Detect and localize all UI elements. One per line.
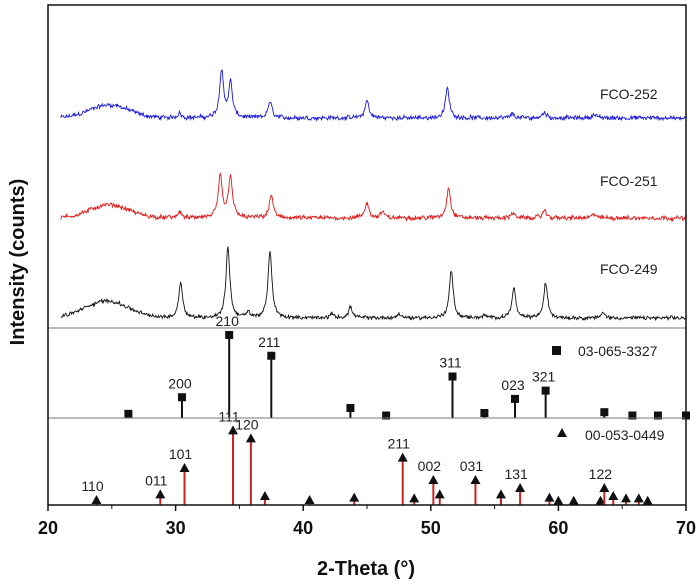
ref2-triangle-marker	[633, 493, 644, 503]
ref2-triangle-marker	[349, 492, 360, 502]
ref2-hkl-label: 122	[589, 466, 613, 482]
ref2-triangle-marker	[470, 475, 481, 484]
ref2-triangle-marker	[595, 495, 606, 505]
ref1-square-marker	[225, 331, 234, 339]
ref2-hkl-label: 131	[504, 466, 528, 482]
ref1-hkl-label: 210	[216, 313, 240, 329]
ref2-hkl-label: 031	[460, 458, 484, 474]
ref1-square-marker	[177, 393, 186, 402]
ref2-triangle-marker	[228, 425, 239, 435]
ref2-triangle-marker	[179, 463, 190, 472]
ref2-legend-label: 00-053-0449	[585, 427, 665, 443]
ref2-hkl-label: 111	[218, 408, 239, 424]
x-axis-label: 2-Theta (°)	[317, 558, 415, 580]
x-tick-label: 60	[548, 518, 568, 538]
ref2-triangle-marker	[544, 492, 555, 502]
x-tick-label: 70	[676, 518, 696, 538]
ref2-triangle-marker	[608, 491, 619, 500]
ref2-triangle-marker	[599, 483, 610, 492]
ref2-triangle-marker	[434, 489, 445, 499]
ref1-legend-square-icon	[552, 346, 561, 355]
x-tick-label: 20	[38, 518, 58, 538]
ref2-legend-triangle-icon	[557, 428, 567, 437]
xrd-traces: FCO-252 FCO-251 FCO-249	[60, 69, 687, 322]
ref2-triangle-marker	[304, 495, 315, 504]
trace-label-FCO-252: FCO-252	[600, 86, 658, 102]
ref2-hkl-label: 002	[418, 458, 442, 474]
ref2-triangle-marker	[621, 493, 632, 503]
ref1-square-marker	[541, 386, 550, 395]
ref1-legend-label: 03-065-3327	[578, 343, 658, 359]
ref1-hkl-label: 311	[439, 355, 462, 371]
ref2-hkl-label: 120	[235, 416, 259, 432]
ref2-triangle-marker	[553, 495, 564, 505]
ref2-triangle-marker	[409, 493, 420, 503]
ref1-square-marker	[382, 411, 391, 420]
ref2-triangle-marker	[259, 491, 270, 500]
ref2-triangle-marker	[642, 495, 653, 505]
ref1-square-marker	[267, 351, 276, 360]
trace-FCO-251	[60, 171, 687, 223]
ref2-triangle-marker	[495, 489, 506, 499]
ref1-hkl-label: 200	[168, 375, 192, 391]
x-tick-label: 40	[293, 518, 313, 538]
trace-FCO-252	[60, 69, 687, 122]
y-axis-label: Intensity (counts)	[7, 179, 29, 346]
ref1-square-marker	[346, 404, 355, 413]
ref2-hkl-label: 101	[169, 446, 193, 462]
ref1-square-marker	[448, 372, 457, 381]
ref2-hkl-label: 011	[145, 472, 168, 488]
ref2-triangle-marker	[155, 489, 166, 499]
ref1-square-marker	[653, 411, 662, 420]
trace-label-FCO-251: FCO-251	[600, 173, 658, 189]
ref2-triangle-marker	[91, 495, 102, 504]
ref2-hkl-label: 110	[81, 478, 104, 494]
ref2-triangle-marker	[568, 495, 579, 505]
ref1-square-marker	[600, 408, 609, 417]
ref1-square-marker	[480, 409, 489, 418]
ref1-hkl-label: 321	[532, 369, 556, 385]
ref1-square-marker	[124, 409, 133, 418]
trace-label-FCO-249: FCO-249	[600, 261, 658, 277]
ref2-hkl-label: 211	[388, 436, 411, 452]
ref2-triangle-marker	[515, 483, 526, 492]
ref1-square-marker	[511, 394, 520, 403]
ref1-hkl-label: 023	[501, 377, 525, 393]
ref2-triangle-marker	[397, 452, 408, 462]
trace-FCO-249	[60, 246, 687, 322]
ref1-square-marker	[628, 411, 637, 420]
ref2-triangle-marker	[245, 433, 256, 443]
ref1-hkl-label: 211	[258, 334, 281, 350]
x-tick-label: 30	[166, 518, 186, 538]
x-tick-label: 50	[421, 518, 441, 538]
ref2-triangle-marker	[428, 475, 439, 484]
axes: 20 30 40 50 60 70	[38, 4, 696, 538]
